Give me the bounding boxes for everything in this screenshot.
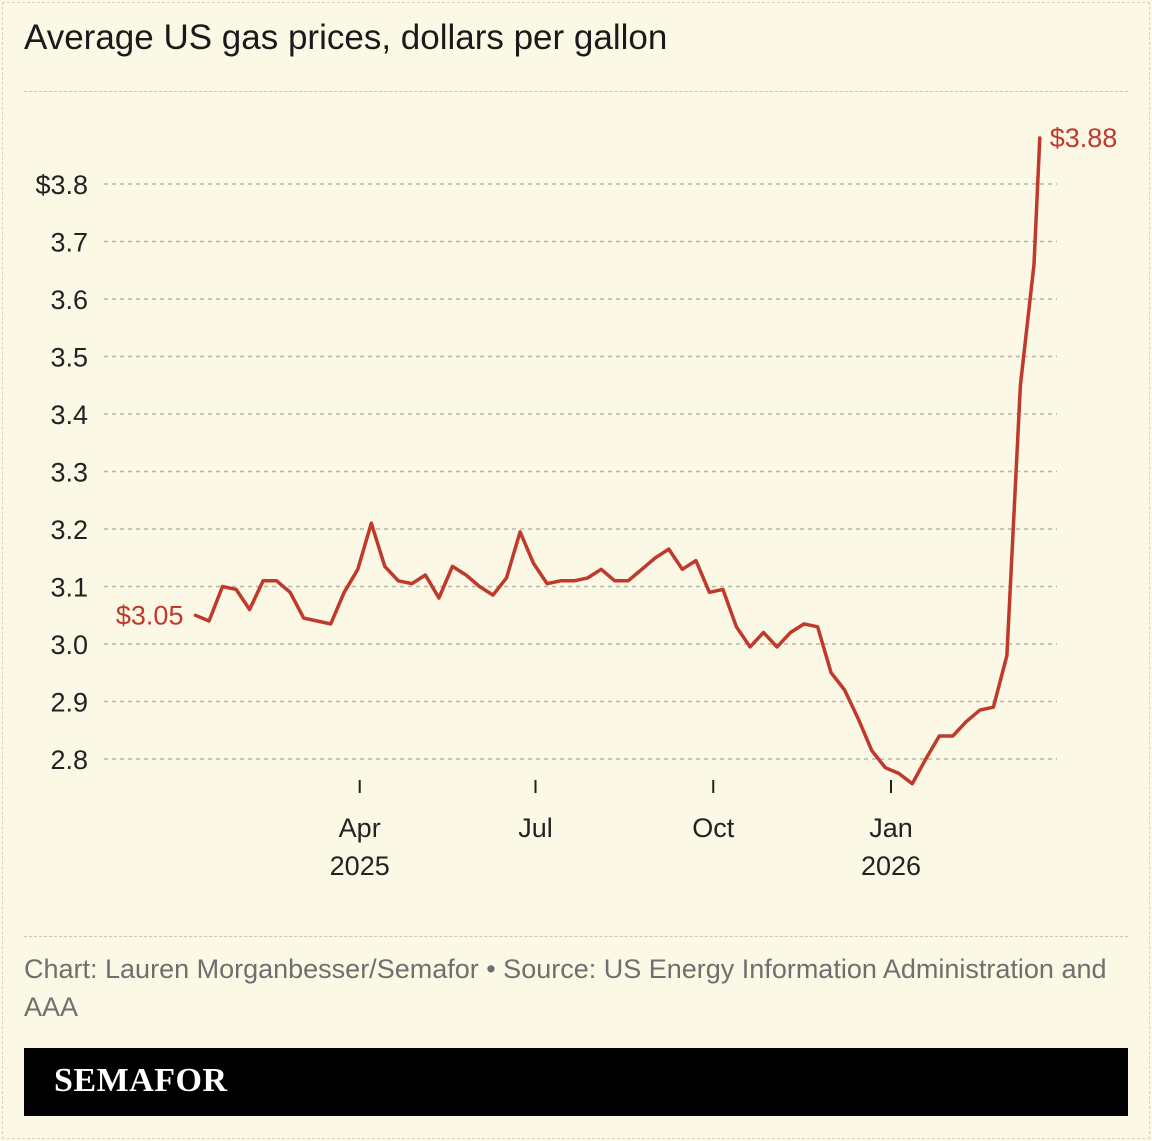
semafor-logo: SEMAFOR [54,1062,228,1099]
x-tick-label: Jul [518,813,553,843]
x-tick-label: Jan [869,813,913,843]
y-tick-label: 3.7 [50,228,88,258]
x-tick-label: Apr [339,813,381,843]
footer-divider [24,936,1128,937]
start-value-label: $3.05 [116,600,184,630]
y-tick-label: $3.8 [35,170,88,200]
chart-title: Average US gas prices, dollars per gallo… [24,18,668,57]
end-value-label: $3.88 [1050,123,1118,153]
price-line [193,136,1042,786]
y-tick-label: 2.9 [50,688,88,718]
y-tick-label: 3.2 [50,515,88,545]
brand-bar: SEMAFOR [24,1048,1128,1116]
x-tick-label: Oct [692,813,735,843]
y-tick-label: 3.6 [50,285,88,315]
title-divider [24,91,1128,92]
x-tick-sublabel: 2025 [330,851,390,881]
x-tick-sublabel: 2026 [861,851,921,881]
y-tick-label: 3.3 [50,458,88,488]
source-credit: Chart: Lauren Morganbesser/Semafor • Sou… [24,954,1107,1022]
y-tick-label: 2.8 [50,745,88,775]
y-tick-label: 3.0 [50,630,88,660]
y-tick-label: 3.4 [50,400,88,430]
line-chart: $3.8 3.7 3.6 3.5 3.4 3.3 3.2 3.1 3.0 2.9 2.8 Apr 202… [35,123,1118,881]
y-tick-label: 3.5 [50,343,88,373]
y-tick-label: 3.1 [50,573,88,603]
